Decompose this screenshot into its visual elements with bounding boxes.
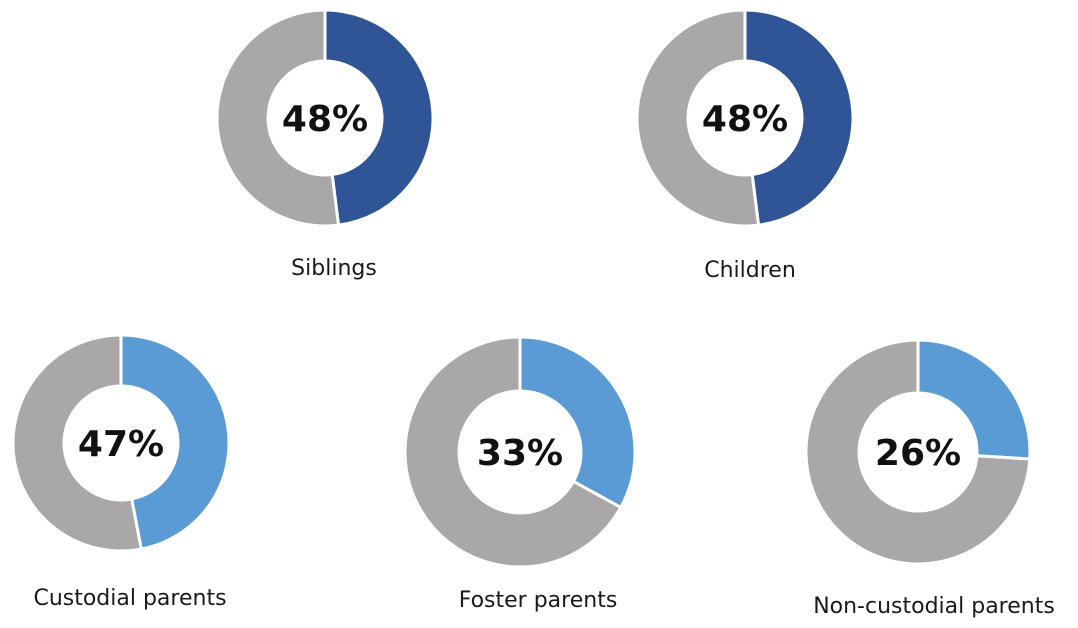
donut-slice-non-custodial-parents-remainder (804, 338, 1032, 566)
donut-slice-siblings-remainder (215, 8, 341, 228)
donut-label-non-custodial-parents: Non-custodial parents (813, 594, 1055, 619)
donut-slice-custodial-parents-share (119, 333, 231, 551)
donut-label-foster-parents: Foster parents (458, 588, 618, 613)
donut-slice-foster-parents-remainder (403, 335, 623, 569)
donut-slice-children-share (743, 8, 855, 227)
donut-slice-non-custodial-parents-share (916, 338, 1032, 461)
donut-label-custodial-parents: Custodial parents (33, 586, 227, 611)
donut-value-label-children: 48% (702, 99, 788, 140)
donut-value-label-non-custodial-parents: 26% (875, 433, 961, 474)
donut-label-children: Children (704, 258, 796, 283)
donut-slice-custodial-parents-remainder (11, 333, 143, 553)
donut-slice-siblings-share (323, 8, 435, 227)
donut-value-label-siblings: 48% (282, 99, 368, 140)
donut-slice-children-remainder (635, 8, 761, 228)
donut-value-label-custodial-parents: 47% (78, 424, 164, 465)
donut-label-siblings: Siblings (291, 256, 377, 281)
donut-slice-foster-parents-share (518, 335, 637, 510)
donut-value-label-foster-parents: 33% (477, 433, 563, 474)
